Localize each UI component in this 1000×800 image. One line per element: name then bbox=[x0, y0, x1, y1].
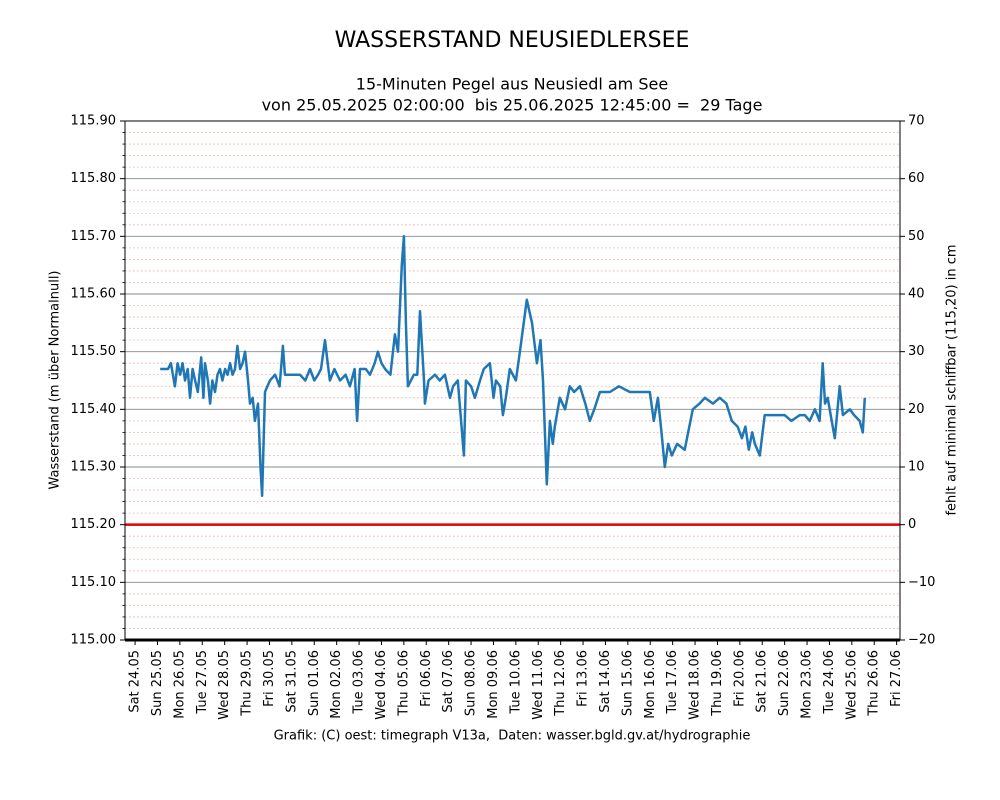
x-tick-label: Wed 18.06 bbox=[688, 650, 703, 720]
x-tick-label: Sun 01.06 bbox=[307, 650, 322, 716]
x-tick-label: Thu 26.06 bbox=[867, 650, 882, 717]
x-tick-label: Wed 04.06 bbox=[374, 650, 389, 720]
y-tick-label: 115.20 bbox=[71, 517, 117, 532]
x-tick-label: Sun 15.06 bbox=[620, 650, 635, 716]
x-tick-label: Sun 25.05 bbox=[150, 650, 165, 716]
y2-tick-label: 30 bbox=[908, 344, 925, 359]
x-tick-label: Fri 20.06 bbox=[732, 650, 747, 707]
y-tick-label: 115.90 bbox=[71, 114, 117, 129]
footer: Grafik: (C) oest: timegraph V13a, Daten:… bbox=[274, 729, 751, 744]
x-tick-label: Sat 31.05 bbox=[284, 650, 299, 713]
y-tick-label: 115.00 bbox=[71, 633, 117, 648]
y2-tick-label: 0 bbox=[908, 517, 916, 532]
x-tick-label: Fri 13.06 bbox=[576, 650, 591, 707]
x-tick-label: Sun 08.06 bbox=[464, 650, 479, 716]
x-tick-label: Fri 27.06 bbox=[889, 650, 904, 707]
x-tick-label: Mon 02.06 bbox=[329, 650, 344, 719]
y-tick-label: 115.10 bbox=[71, 575, 117, 590]
x-tick-label: Sat 21.06 bbox=[755, 650, 770, 713]
x-tick-label: Tue 17.06 bbox=[665, 650, 680, 715]
y2-tick-label: 20 bbox=[908, 402, 925, 417]
x-tick-label: Tue 10.06 bbox=[508, 650, 523, 715]
x-tick-label: Sun 22.06 bbox=[777, 650, 792, 716]
x-tick-label: Wed 11.06 bbox=[531, 650, 546, 720]
x-tick-label: Fri 06.06 bbox=[419, 650, 434, 707]
x-tick-label: Tue 24.06 bbox=[822, 650, 837, 715]
x-tick-label: Sat 14.06 bbox=[598, 650, 613, 713]
x-tick-label: Wed 25.06 bbox=[844, 650, 859, 720]
x-tick-label: Fri 30.05 bbox=[262, 650, 277, 707]
x-tick-label: Thu 05.06 bbox=[396, 650, 411, 717]
y2-tick-label: −10 bbox=[908, 575, 935, 590]
y2-tick-label: 40 bbox=[908, 287, 925, 302]
y2-tick-label: 60 bbox=[908, 171, 925, 186]
data-line bbox=[160, 235, 867, 498]
y-tick-label: 115.60 bbox=[71, 287, 117, 302]
y-tick-label: 115.80 bbox=[71, 171, 117, 186]
chart-subtitle: von 25.05.2025 02:00:00 bis 25.06.2025 1… bbox=[262, 96, 763, 115]
y-tick-label: 115.30 bbox=[71, 460, 117, 475]
x-tick-label: Thu 19.06 bbox=[710, 650, 725, 717]
x-tick-label: Mon 16.06 bbox=[643, 650, 658, 719]
y2-tick-label: 50 bbox=[908, 229, 925, 244]
x-tick-label: Mon 09.06 bbox=[486, 650, 501, 719]
y-axis-label: Wasserstand (m über Normalnull) bbox=[48, 271, 63, 490]
x-tick-label: Thu 12.06 bbox=[553, 650, 568, 717]
x-tick-label: Sat 07.06 bbox=[441, 650, 456, 713]
y-tick-label: 115.50 bbox=[71, 344, 117, 359]
x-tick-label: Tue 27.05 bbox=[195, 650, 210, 715]
chart-subtitle: 15-Minuten Pegel aus Neusiedl am See bbox=[356, 75, 668, 94]
y-tick-label: 115.40 bbox=[71, 402, 117, 417]
x-tick-label: Mon 23.06 bbox=[800, 650, 815, 719]
x-tick-label: Thu 29.05 bbox=[240, 650, 255, 717]
y2-tick-label: 70 bbox=[908, 114, 925, 129]
y2-tick-label: −20 bbox=[908, 633, 935, 648]
chart-title: WASSERSTAND NEUSIEDLERSEE bbox=[335, 28, 690, 53]
x-tick-label: Wed 28.05 bbox=[217, 650, 232, 720]
y-tick-label: 115.70 bbox=[71, 229, 117, 244]
x-tick-label: Tue 03.06 bbox=[352, 650, 367, 715]
y2-tick-label: 10 bbox=[908, 460, 925, 475]
x-tick-label: Sat 24.05 bbox=[128, 650, 143, 713]
y2-axis-label: fehlt auf minimal schiffbar (115,20) in … bbox=[945, 244, 960, 515]
x-tick-label: Mon 26.05 bbox=[172, 650, 187, 719]
